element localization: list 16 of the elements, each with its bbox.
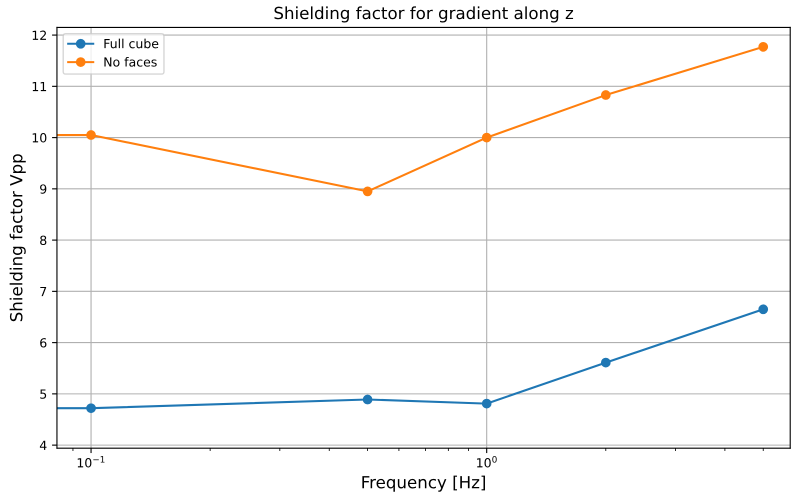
- y-tick-label: 7: [40, 286, 46, 296]
- y-tick-label: 12: [32, 30, 46, 40]
- legend-label: Full cube: [104, 38, 158, 48]
- y-tick-label: 8: [40, 236, 46, 246]
- x-tick-label: 10$^{−1}$: [78, 456, 104, 468]
- y-tick-label: 10: [32, 133, 46, 143]
- y-tick-label: 11: [32, 82, 46, 92]
- legend-label: No faces: [104, 56, 157, 67]
- y-tick-label: 4: [40, 440, 47, 450]
- x-axis-title: Frequency [Hz]: [362, 476, 485, 492]
- x-tick-label: 10$^{0}$: [477, 456, 497, 468]
- y-tick-label: 5: [40, 390, 46, 399]
- y-axis-title: Shielding factor Vpp: [10, 154, 26, 322]
- y-tick-label: 9: [40, 184, 46, 194]
- chart-title: Shielding factor for gradient along z: [274, 6, 574, 23]
- y-tick-label: 6: [40, 338, 46, 348]
